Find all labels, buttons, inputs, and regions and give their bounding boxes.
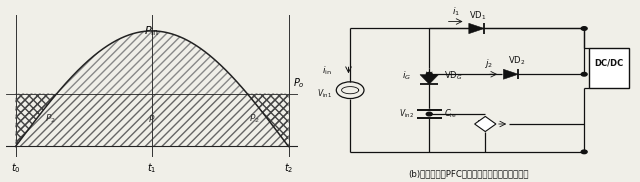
Text: $P_2$: $P_2$ — [45, 113, 56, 125]
Circle shape — [581, 150, 587, 154]
Polygon shape — [504, 69, 518, 79]
Text: $C_{\rm ie}$: $C_{\rm ie}$ — [444, 108, 457, 120]
Polygon shape — [420, 75, 438, 84]
Text: $t_2$: $t_2$ — [284, 162, 293, 175]
Text: (b)单级并联式PFC变换器输入、输出功率概念图: (b)单级并联式PFC变换器输入、输出功率概念图 — [408, 170, 529, 179]
Text: $i_{G}$: $i_{G}$ — [402, 70, 411, 82]
Text: $P$: $P$ — [148, 113, 156, 124]
Text: $P_o$: $P_o$ — [293, 76, 305, 90]
Text: $i_1$: $i_1$ — [452, 6, 460, 18]
Text: DC/DC: DC/DC — [595, 58, 623, 67]
Text: $P_2$: $P_2$ — [248, 113, 259, 125]
Text: $V_{\rm in1}$: $V_{\rm in1}$ — [317, 88, 332, 100]
Polygon shape — [475, 116, 496, 132]
Text: $t_1$: $t_1$ — [147, 162, 157, 175]
Polygon shape — [468, 23, 484, 34]
Text: $kU_{\rm inp}$: $kU_{\rm inp}$ — [476, 118, 495, 130]
Circle shape — [581, 27, 587, 30]
Text: $t_0$: $t_0$ — [11, 162, 20, 175]
Text: $V_{\rm in2}$: $V_{\rm in2}$ — [399, 108, 415, 120]
Text: $i_{\rm in}$: $i_{\rm in}$ — [322, 64, 332, 76]
Text: $j_2$: $j_2$ — [484, 57, 493, 70]
Circle shape — [581, 72, 587, 76]
Circle shape — [426, 72, 432, 76]
Circle shape — [426, 112, 432, 116]
FancyBboxPatch shape — [589, 48, 628, 88]
Text: $P_{\rm in}$: $P_{\rm in}$ — [145, 25, 159, 38]
Text: VD$_1$: VD$_1$ — [470, 9, 487, 21]
Text: VD$_G$: VD$_G$ — [444, 70, 463, 82]
Text: VD$_2$: VD$_2$ — [508, 54, 525, 67]
